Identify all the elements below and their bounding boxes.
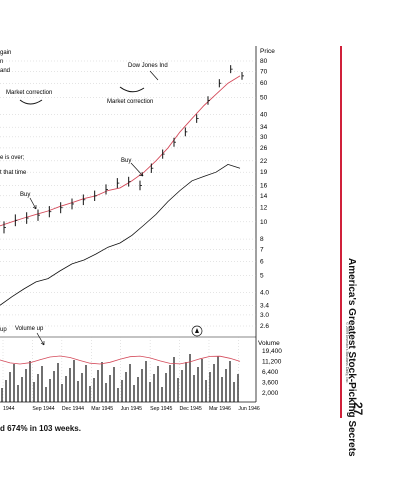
x-tick-label: Sep 1945 xyxy=(150,406,172,412)
chart-grid xyxy=(0,46,257,403)
annotation-volume-up: Volume up xyxy=(15,326,44,332)
price-tick-label: 34 xyxy=(260,124,268,131)
price-axis-title: Price xyxy=(260,48,275,55)
price-tick-label: 22 xyxy=(260,158,268,165)
volume-average-line xyxy=(0,355,241,365)
annotation-left-1: gain xyxy=(0,50,11,56)
buy-label-2: Buy xyxy=(20,192,30,198)
x-tick-label: Jun 1945 xyxy=(121,406,142,412)
x-tick-label: Mar 1946 xyxy=(209,406,231,412)
volume-tick-label: 11,200 xyxy=(262,359,282,366)
market-correction-label-1: Market correction xyxy=(6,90,52,96)
buy-arrow-2 xyxy=(29,197,37,210)
price-tick-label: 10 xyxy=(260,219,268,226)
price-tick-label: 3.4 xyxy=(260,302,269,309)
company-logo-icon xyxy=(191,325,203,337)
dow-arrow xyxy=(149,70,159,81)
price-tick-label: 7 xyxy=(260,246,264,253)
price-tick-label: 80 xyxy=(260,58,268,65)
price-tick-label: 2.6 xyxy=(260,323,269,330)
price-tick-label: 40 xyxy=(260,112,268,119)
price-tick-label: 19 xyxy=(260,169,268,176)
price-tick-label: 26 xyxy=(260,145,268,152)
accent-rule xyxy=(340,46,342,418)
price-tick-label: 5 xyxy=(260,272,264,279)
x-tick-label: Jun 1946 xyxy=(238,406,259,412)
series-layer xyxy=(0,75,241,306)
volume-tick-label: 2,000 xyxy=(262,390,279,397)
annotation-left-3: and xyxy=(0,68,10,74)
figure-caption: d 674% in 103 weeks. xyxy=(0,424,81,433)
price-tick-label: 8 xyxy=(260,236,264,243)
volume-axis-title: Volume xyxy=(258,340,280,347)
x-tick-label: 1944 xyxy=(3,406,15,412)
buy-arrow-1 xyxy=(130,162,144,177)
price-tick-label: 12 xyxy=(260,205,268,212)
x-tick-label: Mar 1945 xyxy=(91,406,113,412)
volume-tick-label: 3,600 xyxy=(262,380,279,387)
market-correction-label-2: Market correction xyxy=(107,99,153,105)
buy-label-1: Buy xyxy=(121,158,131,164)
price-tick-label: 30 xyxy=(260,134,268,141)
volume-tick-label: 6,400 xyxy=(262,369,279,376)
volume-up-arrow xyxy=(36,332,45,346)
correction-arc-1 xyxy=(19,99,43,105)
annotation-volume-up-partial: up xyxy=(0,327,7,333)
price-tick-label: 14 xyxy=(260,193,268,200)
price-tick-label: 4.0 xyxy=(260,290,269,297)
dow-jones-line xyxy=(0,163,241,306)
price-tick-label: 3.0 xyxy=(260,312,269,319)
copyright-notice: © 2009 Investor's Business Daily, Inc. xyxy=(345,322,350,384)
price-tick-label: 6 xyxy=(260,258,264,265)
annotation-left-5: t that time xyxy=(0,170,27,176)
price-tick-label: 60 xyxy=(260,80,268,87)
price-tick-label: 16 xyxy=(260,182,268,189)
page-number: 27 xyxy=(351,402,365,416)
volume-tick-label: 19,400 xyxy=(262,348,282,355)
axis-layer: Price 80 70 60 50 40 34 30 26 22 19 16 14 12 10 8 7 6 5 4.0… xyxy=(3,48,282,412)
dow-jones-label: Dow Jones Ind xyxy=(128,63,168,69)
price-bars-layer xyxy=(3,65,244,234)
x-tick-label: Dec 1944 xyxy=(62,406,84,412)
correction-arc-2 xyxy=(119,86,145,93)
price-tick-label: 70 xyxy=(260,68,268,75)
annotation-left-4: e is over; xyxy=(0,155,25,161)
x-tick-label: Sep 1944 xyxy=(32,406,54,412)
annotation-left-2: n xyxy=(0,59,3,65)
x-tick-label: Dec 1945 xyxy=(180,406,202,412)
volume-layer xyxy=(0,354,241,402)
price-tick-label: 50 xyxy=(260,94,268,101)
moving-average-line xyxy=(0,75,241,227)
